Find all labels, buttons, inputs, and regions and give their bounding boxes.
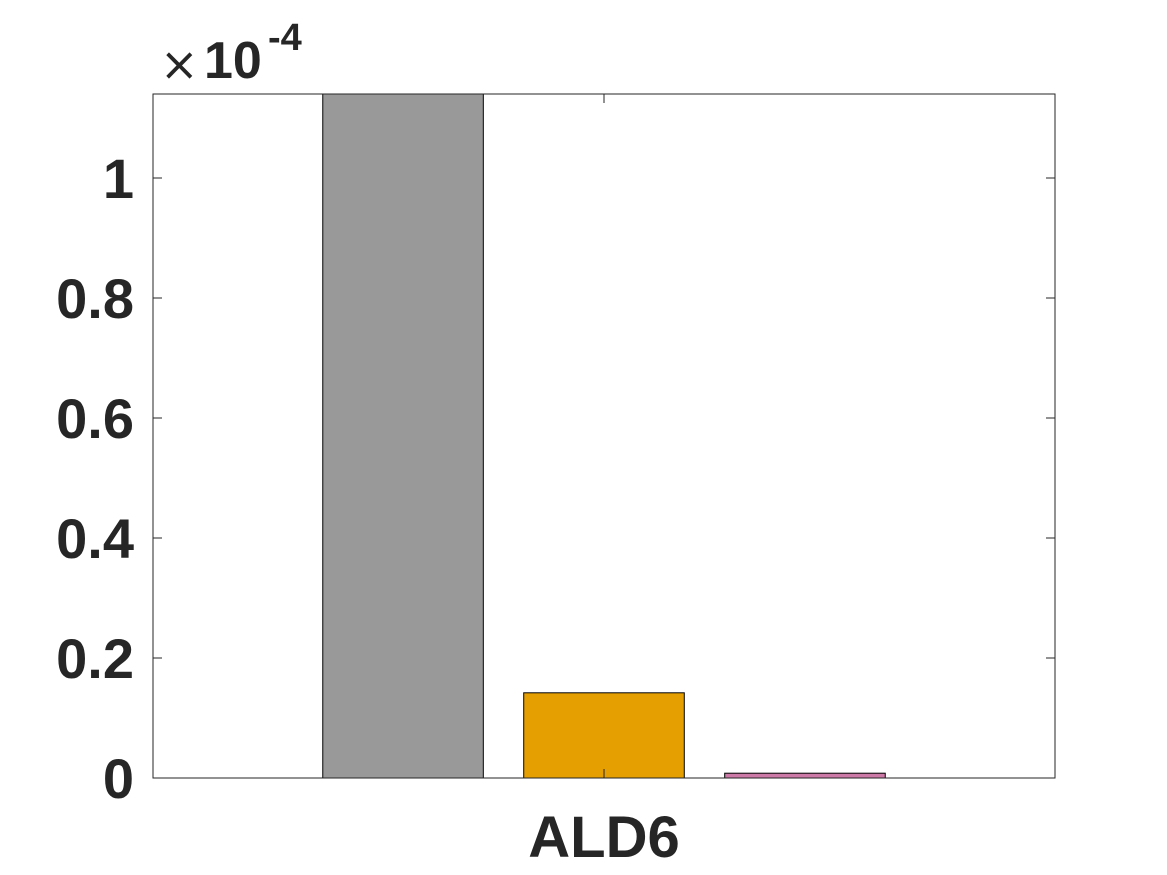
y-tick-label: 1	[103, 147, 134, 210]
y-tick-label: 0.6	[56, 387, 134, 450]
y-tick-labels: 0 0.2 0.4 0.6 0.8 1	[56, 147, 134, 810]
exponent-base: 10	[204, 32, 262, 90]
axis-exponent: × 10 -4	[160, 17, 302, 91]
exponent-times: ×	[160, 37, 199, 91]
bar-ald6-series-1	[322, 93, 484, 779]
y-tick-label: 0.8	[56, 267, 134, 330]
exponent-power: -4	[268, 17, 302, 59]
bar-ald6-series-3	[724, 772, 886, 779]
y-tick-label: 0	[103, 747, 134, 810]
x-tick-label: ALD6	[528, 805, 679, 870]
plot-frame	[152, 93, 1056, 779]
bar-ald6-series-2	[523, 692, 685, 779]
x-tick-labels: ALD6	[528, 805, 679, 870]
plot-background	[153, 94, 1055, 778]
y-tick-label: 0.4	[56, 507, 134, 570]
bars-group	[322, 93, 886, 779]
y-tick-label: 0.2	[56, 627, 134, 690]
